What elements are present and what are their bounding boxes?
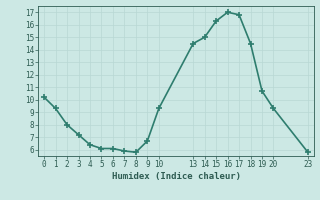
X-axis label: Humidex (Indice chaleur): Humidex (Indice chaleur) [111, 172, 241, 181]
